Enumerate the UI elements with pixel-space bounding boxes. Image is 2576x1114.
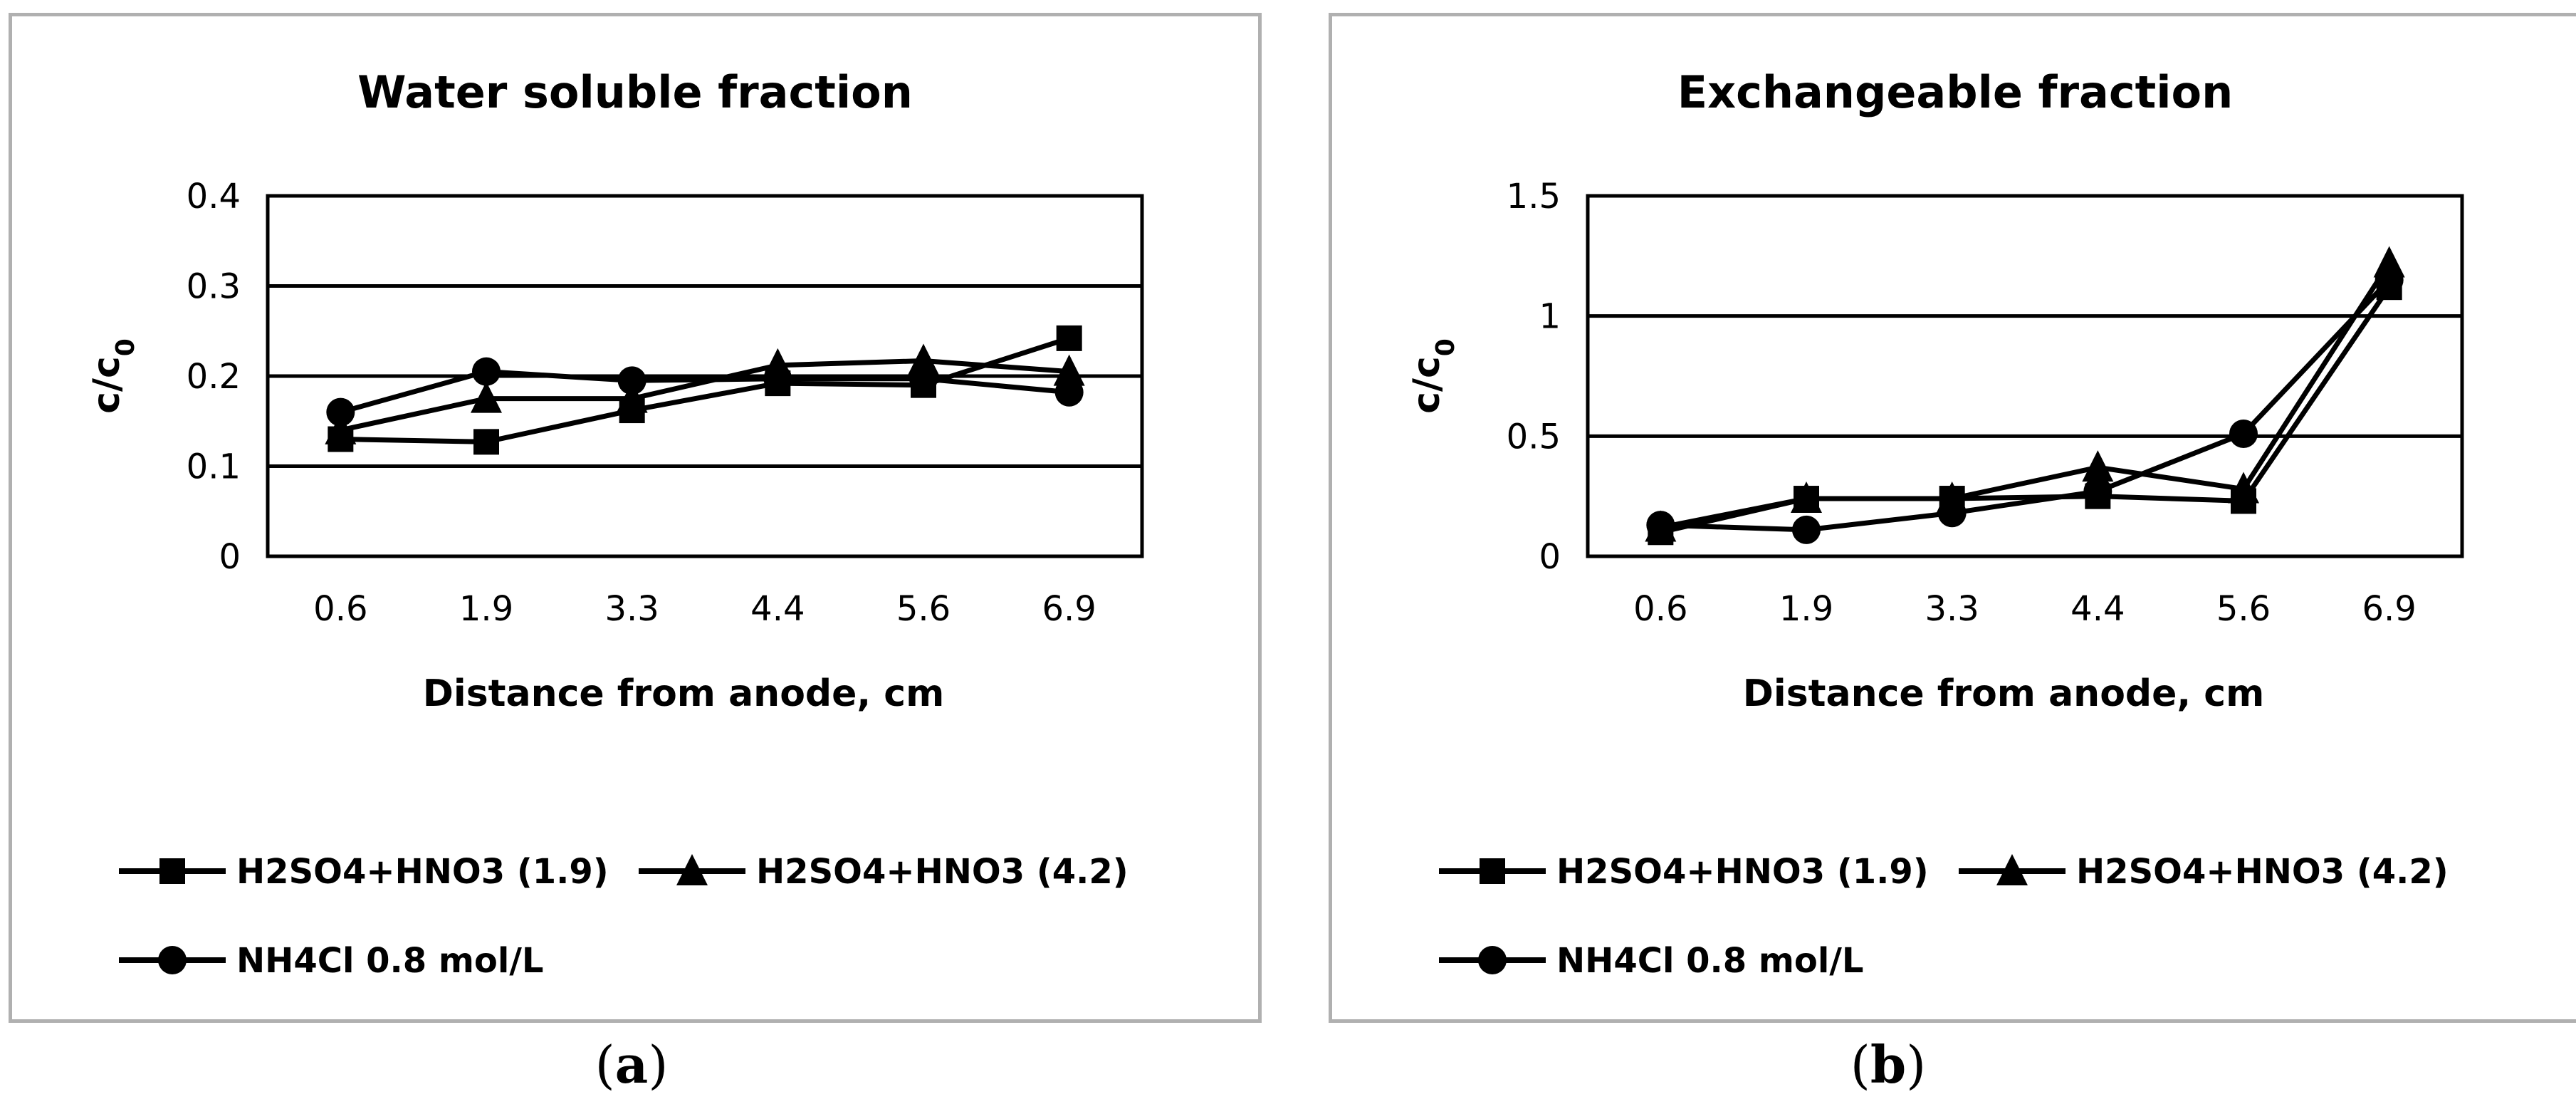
data-point-series-1 [473, 429, 499, 455]
x-tick-label: 1.9 [459, 589, 513, 629]
y-tick-label: 0 [219, 537, 241, 577]
series-line-3 [1660, 278, 2392, 533]
y-axis-title-main: c/c [1405, 356, 1448, 414]
legend-marker [1480, 858, 1505, 884]
data-point-series-3 [2083, 477, 2112, 506]
y-tick-label: 0.4 [187, 177, 241, 217]
series-line-2 [1660, 261, 2392, 530]
caption-a-letter: a [614, 1034, 649, 1095]
x-tick-label: 5.6 [896, 589, 951, 629]
legend-label: NH4Cl 0.8 mol/L [236, 941, 543, 981]
y-tick-label: 0 [1539, 537, 1561, 577]
data-point-series-1 [1056, 325, 1082, 351]
x-tick-label: 6.9 [2362, 589, 2416, 629]
data-point-series-3 [1937, 499, 1967, 528]
y-tick-label: 1.5 [1507, 177, 1561, 217]
y-tick-label: 0.5 [1507, 417, 1561, 457]
series-line-1 [1660, 286, 2392, 535]
data-point-series-3 [1792, 515, 1821, 544]
x-tick-label: 4.4 [750, 589, 805, 629]
plot-area-frame [266, 194, 1144, 558]
data-point-series-2 [325, 412, 357, 444]
legend-marker [676, 854, 708, 885]
x-tick-label: 3.3 [604, 589, 659, 629]
x-tick-label: 0.6 [1633, 589, 1687, 629]
data-point-series-3 [1646, 511, 1675, 540]
legend-label: H2SO4+HNO3 (4.2) [2076, 852, 2449, 892]
legend-label: NH4Cl 0.8 mol/L [1556, 941, 1863, 981]
y-axis-title-subscript: 0 [1431, 338, 1460, 356]
x-axis-title: Distance from anode, cm [423, 672, 945, 715]
data-point-series-2 [616, 381, 648, 413]
legend-item: H2SO4+HNO3 (4.2) [1959, 852, 2449, 892]
data-point-series-3 [617, 366, 646, 395]
legend-item: H2SO4+HNO3 (1.9) [1439, 852, 1929, 892]
data-point-series-3 [326, 397, 355, 427]
legend-label: H2SO4+HNO3 (1.9) [236, 852, 609, 892]
caption-b-letter: b [1870, 1034, 1907, 1095]
legend-marker [158, 946, 187, 974]
x-tick-label: 1.9 [1779, 589, 1833, 629]
plot-area-frame [1586, 194, 2464, 558]
y-axis-title: c/c0 [1405, 338, 1460, 414]
caption-b: (b) [1850, 1034, 1927, 1095]
legend-item: NH4Cl 0.8 mol/L [119, 941, 543, 981]
caption-a: (a) [595, 1034, 669, 1095]
data-point-series-3 [909, 364, 938, 393]
legend-item: H2SO4+HNO3 (4.2) [639, 852, 1129, 892]
data-point-series-2 [1791, 481, 1822, 514]
y-tick-label: 0.3 [187, 267, 241, 307]
y-axis-title: c/c0 [85, 338, 140, 414]
legend-label: H2SO4+HNO3 (1.9) [1556, 852, 1929, 892]
legend-marker [1478, 946, 1507, 974]
y-axis-title-group: c/c0 [1405, 338, 1460, 414]
data-point-series-2 [2082, 450, 2114, 482]
x-tick-label: 6.9 [1042, 589, 1096, 629]
legend-item: NH4Cl 0.8 mol/L [1439, 941, 1863, 981]
y-axis-title-group: c/c0 [85, 338, 140, 414]
x-axis-title: Distance from anode, cm [1743, 672, 2265, 715]
legend-item: H2SO4+HNO3 (1.9) [119, 852, 609, 892]
x-tick-label: 5.6 [2216, 589, 2271, 629]
y-tick-label: 0.1 [187, 447, 241, 487]
data-point-series-3 [763, 364, 792, 393]
chart-title: Water soluble fraction [357, 66, 913, 118]
chart-panel-a: Water soluble fraction 0 0.1 0.2 0.3 0.4 0.6 1.… [9, 13, 1262, 1023]
chart-title: Exchangeable fraction [1677, 66, 2234, 118]
y-tick-label: 0.2 [187, 357, 241, 397]
legend-marker [159, 858, 185, 884]
data-point-series-3 [2375, 266, 2404, 295]
y-tick-label: 1 [1539, 297, 1561, 337]
data-point-series-2 [2228, 472, 2259, 504]
data-point-series-3 [2229, 419, 2258, 448]
data-point-series-3 [472, 357, 501, 386]
data-point-series-2 [1053, 354, 1085, 386]
legend-marker [1996, 854, 2028, 885]
series-line-3 [340, 369, 1069, 415]
legend-label: H2SO4+HNO3 (4.2) [756, 852, 1129, 892]
x-tick-label: 4.4 [2070, 589, 2125, 629]
data-point-series-2 [471, 381, 502, 413]
x-tick-label: 3.3 [1925, 589, 1979, 629]
chart-panel-b: Exchangeable fraction 0 0.5 1 1.5 0.6 1.9 3.3 4.… [1329, 13, 2576, 1023]
series-line-1 [340, 335, 1070, 444]
chart-a-svg: Water soluble fraction 0 0.1 0.2 0.3 0.4 0.6 1.… [85, 66, 1144, 981]
x-tick-label: 0.6 [313, 589, 367, 629]
y-axis-title-main: c/c [85, 356, 128, 414]
y-axis-title-subscript: 0 [111, 338, 140, 356]
chart-b-svg: Exchangeable fraction 0 0.5 1 1.5 0.6 1.9 3.3 4.… [1405, 66, 2464, 981]
data-point-series-3 [1054, 378, 1084, 407]
